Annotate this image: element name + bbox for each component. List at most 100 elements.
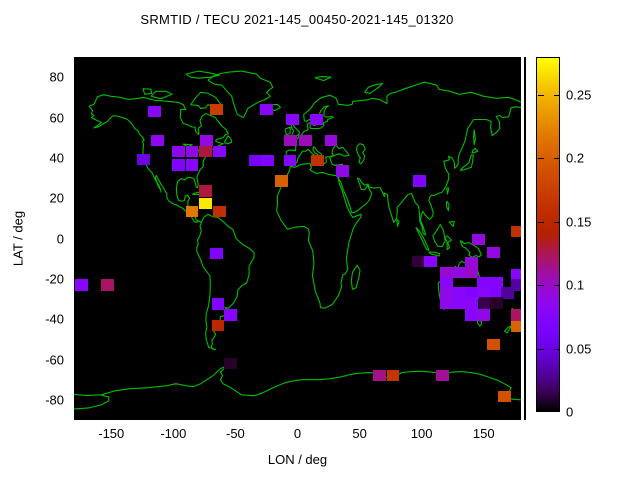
heatmap-cell <box>487 246 501 259</box>
x-tick-label: 0 <box>293 426 302 441</box>
heatmap-cell <box>274 175 288 187</box>
heatmap-cell <box>436 369 450 382</box>
x-tick-label: 100 <box>410 426 433 441</box>
map-plot-area <box>74 57 521 420</box>
colorbar-tick <box>538 285 544 287</box>
heatmap-cell <box>185 159 199 171</box>
heatmap-cell <box>324 135 338 147</box>
colorbar-tick <box>554 410 560 411</box>
x-tick-label: -50 <box>226 426 245 441</box>
heatmap-cell <box>440 297 453 309</box>
y-tick-label: 60 <box>49 110 64 125</box>
colorbar-tick-label: 0.2 <box>566 150 585 166</box>
heatmap-cell <box>510 309 521 321</box>
heatmap-cell <box>477 287 491 299</box>
colorbar-tick-label: 0.15 <box>566 214 592 230</box>
x-tick-label: 150 <box>472 426 495 441</box>
heatmap-cell <box>500 287 514 299</box>
heatmap-cell <box>510 269 521 281</box>
heatmap-cell <box>472 233 486 246</box>
heatmap-cell <box>211 319 225 331</box>
heatmap-cell <box>224 357 237 370</box>
heatmap-cell <box>283 155 297 167</box>
x-tick-label: 50 <box>352 426 367 441</box>
colorbar-gradient <box>536 57 560 412</box>
x-tick-label: -150 <box>98 426 125 441</box>
heatmap-cell <box>510 279 521 291</box>
heatmap-cell <box>148 105 162 118</box>
y-tick-label: 80 <box>49 69 64 85</box>
heatmap-cell <box>260 103 273 116</box>
heatmap-cell <box>150 135 164 147</box>
y-tick-label: 20 <box>49 190 64 206</box>
heatmap-cell <box>299 135 312 147</box>
heatmap-cell <box>489 277 503 289</box>
colorbar-tick <box>538 348 544 350</box>
heatmap-cell <box>199 185 212 197</box>
heatmap-cell <box>75 279 88 291</box>
chart-title: SRMTID / TECU 2021-145_00450-2021-145_01… <box>140 12 454 27</box>
coastline-map <box>74 70 521 410</box>
colorbar-tick <box>538 95 544 97</box>
colorbar-tick-label: 0.05 <box>566 341 592 357</box>
colorbar-tick-label: 0.1 <box>566 277 585 293</box>
heatmap-cell <box>286 113 299 126</box>
colorbar-tick <box>538 221 544 223</box>
colorbar-tick <box>538 158 544 160</box>
colorbar-tick-label: 0.25 <box>566 87 592 103</box>
y-tick-label: 40 <box>49 150 64 166</box>
heatmap-cell <box>335 165 349 177</box>
heatmap-cell <box>248 155 262 167</box>
y-tick-label: -20 <box>45 271 64 287</box>
heatmap-cell <box>373 369 386 382</box>
heatmap-cell <box>310 155 324 167</box>
heatmap-cell <box>489 297 503 309</box>
colorbar-tick <box>538 410 544 411</box>
colorbar-tick <box>554 348 560 350</box>
heatmap-cell <box>261 155 275 167</box>
heatmap-cell <box>440 277 453 289</box>
heatmap-cell <box>478 297 492 309</box>
heatmap-cell <box>452 297 466 309</box>
heatmap-cell <box>464 257 478 269</box>
heatmap-cell <box>212 205 226 217</box>
x-axis-label: LON / deg <box>267 452 328 467</box>
heatmap-cell <box>464 297 478 309</box>
heatmap-cell <box>510 225 521 238</box>
heatmap-cell <box>101 279 114 291</box>
heatmap-cell <box>171 146 185 158</box>
colorbar-tick <box>554 95 560 97</box>
heatmap-cell <box>171 159 185 171</box>
heatmap-cell <box>464 309 478 321</box>
heatmap-cell <box>423 256 437 268</box>
y-tick-label: -40 <box>45 311 64 327</box>
y-tick-label: -80 <box>45 392 64 408</box>
heatmap-cell <box>464 287 478 299</box>
heatmap-cell <box>185 146 199 158</box>
heatmap-cell <box>452 267 466 279</box>
colorbar-tick <box>554 158 560 160</box>
heatmap-cell <box>464 267 478 279</box>
y-tick-label: 0 <box>56 231 64 246</box>
heatmap-cell <box>489 287 503 299</box>
heatmap-cell <box>224 309 237 321</box>
colorbar-tick-label: 0 <box>566 404 574 420</box>
heatmap-cell <box>498 391 512 403</box>
heatmap-cell <box>210 247 224 260</box>
heatmap-cell <box>284 135 298 147</box>
heatmap-cell <box>440 267 453 279</box>
y-tick-label: -60 <box>45 352 64 367</box>
heatmap-cell <box>411 256 425 268</box>
x-tick-label: -100 <box>160 426 187 441</box>
heatmap-cell <box>452 287 466 299</box>
heatmap-cell <box>440 287 453 299</box>
colorbar-tick <box>554 285 560 287</box>
heatmap-cell <box>412 175 426 187</box>
heatmap-cell <box>510 320 521 332</box>
heatmap-cell <box>211 298 225 310</box>
heatmap-cell <box>199 197 212 209</box>
heatmap-cell <box>309 113 323 126</box>
heatmap-cell <box>137 154 150 166</box>
colorbar-tick <box>554 221 560 223</box>
